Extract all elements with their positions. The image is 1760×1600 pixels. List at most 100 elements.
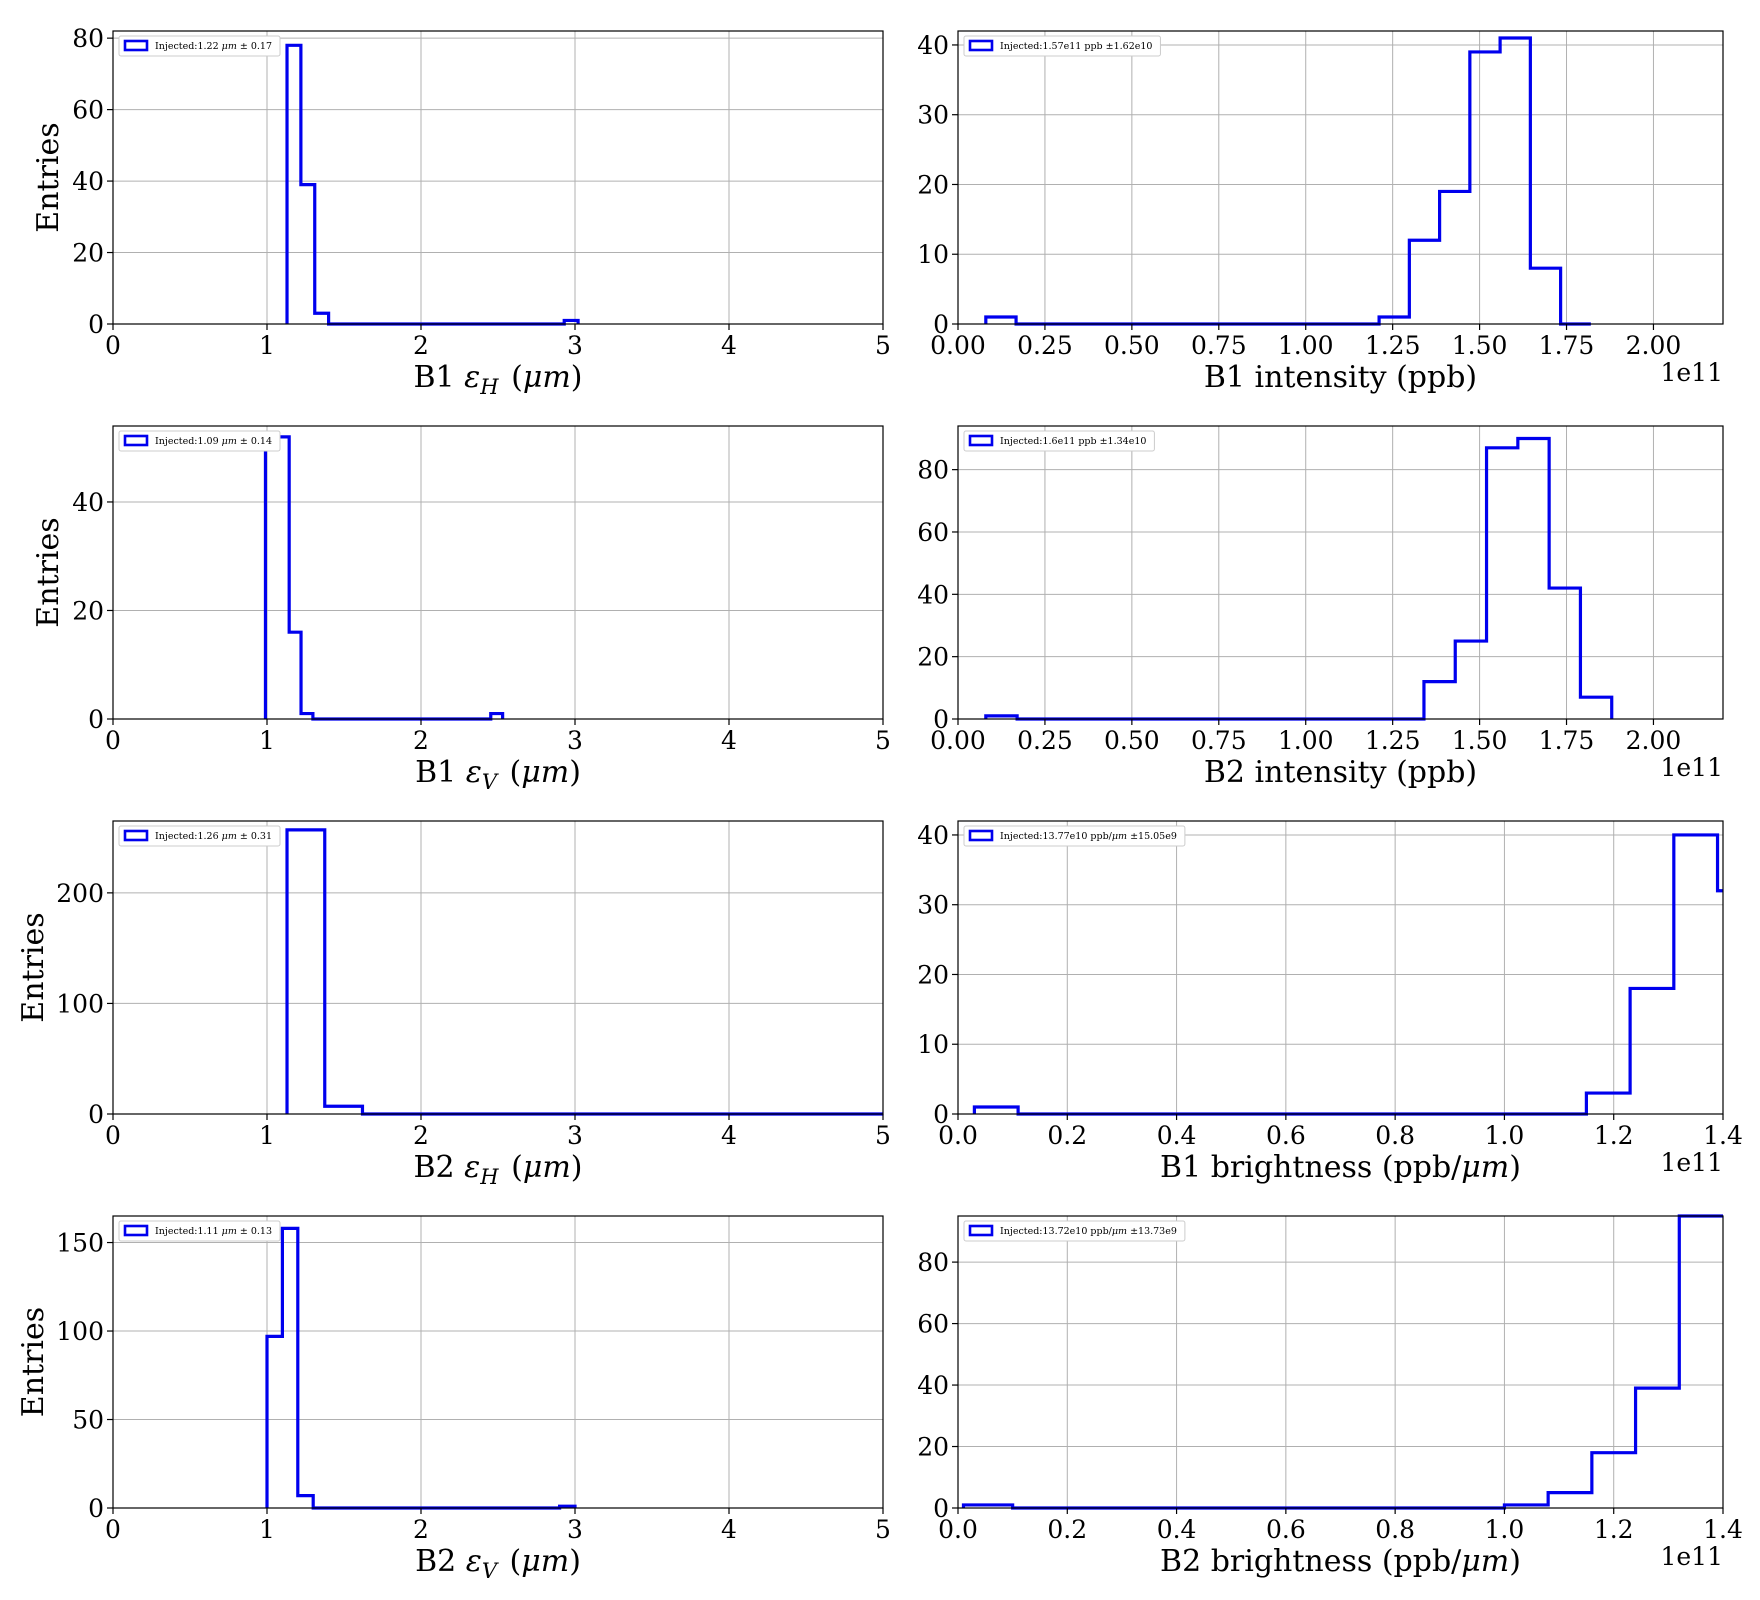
x-tick-label: 4 (721, 726, 737, 755)
histogram-panel-4: 0.00 0.25 0.50 0.75 1.00 1.25 1.50 1.75 2.00 0 20 4… (917, 425, 1724, 790)
y-tick-label: 0 (933, 310, 949, 339)
y-tick-label: 60 (72, 96, 104, 125)
x-tick-label: 1.75 (1539, 726, 1595, 755)
x-tick-label: 5 (875, 1121, 891, 1150)
x-axis-label: B2 εH (μm) (413, 1150, 582, 1189)
legend: Injected:1.11 μm ± 0.13 (118, 1220, 281, 1242)
x-tick-label: 0 (105, 1515, 121, 1544)
legend-entry-label: Injected:1.6e11 ppb ±1.34e10 (1000, 436, 1146, 447)
y-tick-label: 0 (88, 1494, 104, 1523)
y-tick-label: 20 (917, 1433, 949, 1462)
histogram-step-line (984, 436, 1614, 721)
y-tick-label: 40 (72, 167, 104, 196)
x-tick-label: 2.00 (1626, 726, 1682, 755)
legend-entry-label: Injected:1.09 μm ± 0.14 (155, 436, 272, 447)
plot-frame (112, 30, 884, 325)
y-tick-label: 150 (56, 1229, 104, 1258)
y-tick-label: 60 (917, 518, 949, 547)
y-tick-label: 30 (917, 101, 949, 130)
x-tick-label: 1.4 (1703, 1515, 1743, 1544)
x-tick-label: 1 (259, 726, 275, 755)
x-tick-label: 0.2 (1047, 1121, 1087, 1150)
x-tick-label: 1 (259, 1515, 275, 1544)
x-tick-label: 1.50 (1452, 726, 1508, 755)
x-tick-label: 1.4 (1703, 1121, 1743, 1150)
x-axis-label: B1 εV (μm) (415, 755, 581, 794)
plot-frame (957, 425, 1724, 720)
x-tick-label: 3 (567, 726, 583, 755)
x-tick-label: 2 (413, 1121, 429, 1150)
x-tick-label: 1.2 (1594, 1515, 1634, 1544)
axis-offset-label: 1e11 (1660, 753, 1723, 782)
y-tick-label: 40 (917, 580, 949, 609)
plot-frame (112, 820, 884, 1115)
y-tick-label: 80 (917, 456, 949, 485)
x-tick-label: 0 (105, 726, 121, 755)
x-tick-label: 0 (105, 1121, 121, 1150)
legend-entry-label: Injected:1.26 μm ± 0.31 (155, 831, 272, 842)
x-tick-label: 1.25 (1365, 331, 1421, 360)
legend: Injected:13.72e10 ppb/μm ±13.73e9 (963, 1220, 1186, 1242)
plot-frame (957, 30, 1724, 325)
legend-swatch (968, 39, 994, 52)
legend: Injected:13.77e10 ppb/μm ±15.05e9 (963, 825, 1186, 847)
x-tick-label: 2.00 (1626, 331, 1682, 360)
legend-swatch (968, 434, 994, 447)
x-tick-label: 3 (567, 1121, 583, 1150)
legend-box (118, 1220, 281, 1242)
y-tick-label: 20 (72, 239, 104, 268)
x-tick-label: 4 (721, 1515, 737, 1544)
y-tick-label: 0 (88, 1100, 104, 1129)
x-tick-label: 1.50 (1452, 331, 1508, 360)
x-tick-label: 2 (413, 726, 429, 755)
x-tick-label: 0.75 (1191, 726, 1247, 755)
legend-entry-label: Injected:13.77e10 ppb/μm ±15.05e9 (1000, 831, 1177, 842)
y-tick-label: 40 (72, 488, 104, 517)
histogram-panel-8: 0.0 0.2 0.4 0.6 0.8 1.0 1.2 1.4 0 20 40 60 80 B2 brig… (917, 1214, 1743, 1579)
y-tick-label: 40 (917, 821, 949, 850)
x-tick-label: 0.4 (1157, 1515, 1197, 1544)
x-tick-label: 1.2 (1594, 1121, 1634, 1150)
legend-box (963, 1220, 1186, 1242)
legend-box (118, 35, 281, 57)
histogram-panel-1: 0 1 2 3 4 5 0 20 40 60 80 B1 εH (μm) Entries Injected… (31, 24, 891, 399)
x-tick-label: 1.0 (1485, 1515, 1525, 1544)
histogram-panel-6: 0.0 0.2 0.4 0.6 0.8 1.0 1.2 1.4 0 10 20 30 40 B1 brig… (917, 820, 1743, 1185)
histogram-panel-3: 0 1 2 3 4 5 0 20 40 B1 εV (μm) Entries Injected:1.0… (31, 425, 891, 794)
x-tick-label: 1.00 (1278, 726, 1334, 755)
y-tick-label: 20 (72, 596, 104, 625)
y-tick-label: 0 (88, 310, 104, 339)
plot-frame (957, 820, 1724, 1115)
histogram-step-line (984, 36, 1591, 326)
axis-offset-label: 1e11 (1660, 1148, 1723, 1177)
y-tick-label: 0 (933, 705, 949, 734)
y-axis-label: Entries (16, 912, 51, 1022)
y-tick-label: 0 (933, 1494, 949, 1523)
x-tick-label: 4 (721, 331, 737, 360)
x-tick-label: 5 (875, 331, 891, 360)
x-tick-label: 2 (413, 331, 429, 360)
y-tick-label: 100 (56, 989, 104, 1018)
y-tick-label: 10 (917, 1030, 949, 1059)
plot-frame (957, 1215, 1724, 1509)
y-tick-label: 40 (917, 1371, 949, 1400)
y-tick-label: 10 (917, 240, 949, 269)
y-tick-label: 20 (917, 170, 949, 199)
legend: Injected:1.6e11 ppb ±1.34e10 (963, 430, 1155, 452)
x-tick-label: 5 (875, 1515, 891, 1544)
x-tick-label: 5 (875, 726, 891, 755)
x-tick-label: 0.75 (1191, 331, 1247, 360)
x-tick-label: 0.25 (1017, 726, 1073, 755)
y-tick-label: 40 (917, 31, 949, 60)
legend-box (118, 430, 281, 452)
x-tick-label: 0 (105, 331, 121, 360)
axis-offset-label: 1e11 (1660, 358, 1723, 387)
x-tick-label: 4 (721, 1121, 737, 1150)
x-axis-label: B2 εV (μm) (415, 1544, 581, 1583)
x-tick-label: 0.25 (1017, 331, 1073, 360)
y-tick-label: 30 (917, 891, 949, 920)
legend-box (963, 430, 1155, 452)
x-tick-label: 0.0 (938, 1515, 978, 1544)
